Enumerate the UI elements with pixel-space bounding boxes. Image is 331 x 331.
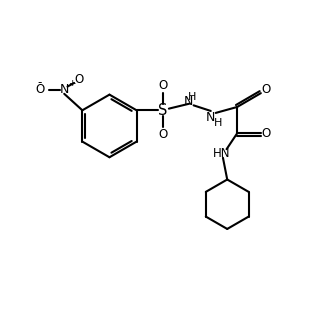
Text: O: O bbox=[261, 83, 270, 96]
Text: O: O bbox=[261, 127, 270, 140]
Text: N: N bbox=[206, 111, 215, 124]
Text: O: O bbox=[35, 83, 44, 96]
Text: HN: HN bbox=[213, 147, 231, 160]
Text: N: N bbox=[60, 83, 69, 96]
Text: O: O bbox=[158, 79, 167, 92]
Text: S: S bbox=[158, 103, 167, 118]
Text: O: O bbox=[74, 73, 83, 86]
Text: H: H bbox=[214, 118, 222, 128]
Text: -: - bbox=[38, 76, 42, 89]
Text: +: + bbox=[68, 79, 75, 88]
Text: H: H bbox=[188, 92, 196, 102]
Text: O: O bbox=[158, 128, 167, 141]
Text: N: N bbox=[184, 95, 193, 108]
